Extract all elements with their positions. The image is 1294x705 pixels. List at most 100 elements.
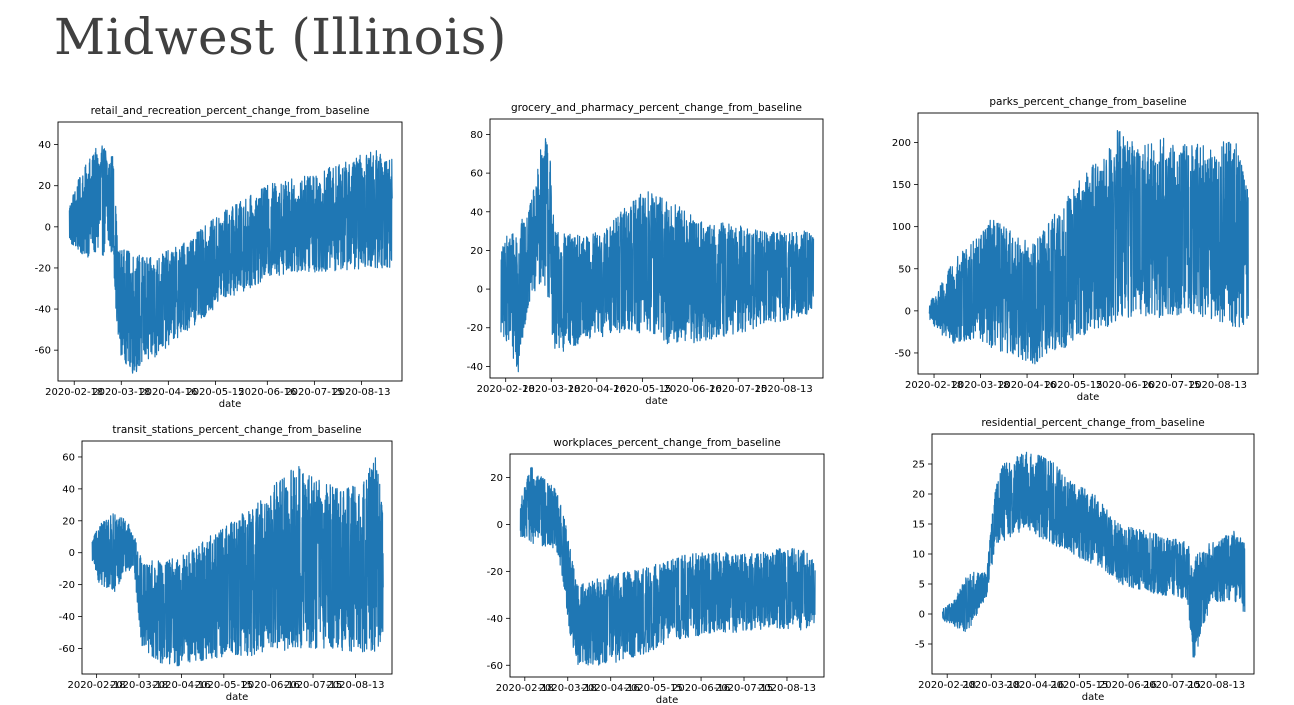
- x-tick-label: 2020-06-16: [238, 387, 296, 398]
- chart-title: transit_stations_percent_change_from_bas…: [112, 424, 361, 436]
- x-tick-label: 2020-04-16: [139, 387, 197, 398]
- x-tick-label: 2020-08-13: [758, 683, 816, 694]
- x-tick-label: 2020-02-18: [918, 680, 976, 691]
- x-axis-label: date: [226, 692, 249, 703]
- y-tick-label: 200: [892, 138, 911, 149]
- y-tick-label: -40: [467, 362, 483, 373]
- x-tick-label: 2020-05-15: [625, 683, 683, 694]
- y-tick-label: -60: [59, 644, 75, 655]
- y-tick-label: 60: [470, 169, 483, 180]
- plot-frame: [509, 453, 825, 678]
- y-tick-label: 50: [898, 264, 911, 275]
- x-tick-label: 2020-02-18: [68, 680, 126, 691]
- y-tick-label: 25: [912, 460, 925, 471]
- y-tick-label: -40: [59, 612, 75, 623]
- x-tick-label: 2020-06-16: [664, 384, 722, 395]
- x-axis-label: date: [645, 396, 668, 407]
- x-tick-label: 2020-07-15: [715, 683, 773, 694]
- series-line: [500, 138, 815, 373]
- series-line: [68, 145, 393, 374]
- chart-title: residential_percent_change_from_baseline: [981, 417, 1204, 429]
- y-tick-label: -20: [35, 263, 51, 274]
- x-tick-label: 2020-05-15: [195, 680, 253, 691]
- x-tick-label: 2020-07-15: [1143, 680, 1201, 691]
- x-tick-label: 2020-03-18: [110, 680, 168, 691]
- plot-frame: [81, 440, 393, 675]
- y-tick-label: 0: [477, 285, 483, 296]
- plot-frame: [917, 112, 1259, 375]
- x-tick-label: 2020-04-16: [582, 683, 640, 694]
- y-tick-label: -50: [895, 348, 911, 359]
- y-tick-label: 40: [38, 140, 51, 151]
- y-tick-label: 20: [490, 473, 503, 484]
- y-tick-label: 0: [45, 222, 51, 233]
- x-tick-label: 2020-02-18: [45, 387, 103, 398]
- x-tick-label: 2020-08-13: [332, 387, 390, 398]
- x-tick-label: 2020-05-15: [613, 384, 671, 395]
- page-title: Midwest (Illinois): [54, 8, 507, 66]
- y-tick-label: -60: [487, 661, 503, 672]
- y-tick-label: -60: [35, 346, 51, 357]
- x-tick-label: 2020-04-16: [998, 380, 1056, 391]
- x-tick-label: 2020-04-16: [568, 384, 626, 395]
- x-tick-label: 2020-05-15: [1050, 680, 1108, 691]
- y-tick-label: 0: [497, 520, 503, 531]
- series-line: [91, 457, 384, 667]
- y-tick-label: 80: [470, 130, 483, 141]
- y-tick-label: 0: [919, 610, 925, 621]
- x-tick-label: 2020-05-15: [1045, 380, 1103, 391]
- y-tick-label: -40: [35, 305, 51, 316]
- x-axis-label: date: [1077, 392, 1100, 403]
- x-tick-label: 2020-02-18: [477, 384, 535, 395]
- x-tick-label: 2020-08-13: [1189, 380, 1247, 391]
- y-tick-label: 20: [912, 490, 925, 501]
- x-tick-label: 2020-08-13: [326, 680, 384, 691]
- x-tick-label: 2020-03-18: [951, 380, 1009, 391]
- x-axis-label: date: [656, 695, 679, 705]
- y-tick-label: 100: [892, 222, 911, 233]
- x-tick-label: 2020-06-16: [1099, 680, 1157, 691]
- y-tick-label: 20: [38, 181, 51, 192]
- x-tick-label: 2020-07-15: [1142, 380, 1200, 391]
- y-tick-label: 0: [905, 306, 911, 317]
- x-tick-label: 2020-03-18: [539, 683, 597, 694]
- y-tick-label: 40: [470, 207, 483, 218]
- x-tick-label: 2020-02-18: [905, 380, 963, 391]
- x-tick-label: 2020-07-15: [709, 384, 767, 395]
- y-tick-label: 150: [892, 180, 911, 191]
- x-tick-label: 2020-07-15: [284, 680, 342, 691]
- series-line: [942, 451, 1246, 658]
- x-tick-label: 2020-03-18: [962, 680, 1020, 691]
- x-tick-label: 2020-06-16: [242, 680, 300, 691]
- x-tick-label: 2020-03-18: [92, 387, 150, 398]
- x-tick-label: 2020-08-13: [1187, 680, 1245, 691]
- y-tick-label: 20: [470, 246, 483, 257]
- y-tick-label: 40: [62, 484, 75, 495]
- x-tick-label: 2020-03-18: [522, 384, 580, 395]
- x-tick-label: 2020-02-18: [496, 683, 554, 694]
- x-tick-label: 2020-04-16: [152, 680, 210, 691]
- y-tick-label: 10: [912, 550, 925, 561]
- y-tick-label: -40: [487, 614, 503, 625]
- x-tick-label: 2020-04-16: [1006, 680, 1064, 691]
- x-tick-label: 2020-07-15: [285, 387, 343, 398]
- x-tick-label: 2020-06-16: [1096, 380, 1154, 391]
- series-line: [928, 130, 1249, 365]
- series-line: [519, 466, 816, 666]
- chart-title: grocery_and_pharmacy_percent_change_from…: [511, 102, 802, 114]
- chart-title: parks_percent_change_from_baseline: [989, 96, 1186, 108]
- x-axis-label: date: [219, 399, 242, 410]
- y-tick-label: 20: [62, 516, 75, 527]
- x-tick-label: 2020-08-13: [755, 384, 813, 395]
- x-axis-label: date: [1082, 692, 1105, 703]
- y-tick-label: -20: [59, 580, 75, 591]
- plot-frame: [489, 118, 824, 379]
- chart-title: workplaces_percent_change_from_baseline: [553, 437, 780, 449]
- y-tick-label: 5: [919, 580, 925, 591]
